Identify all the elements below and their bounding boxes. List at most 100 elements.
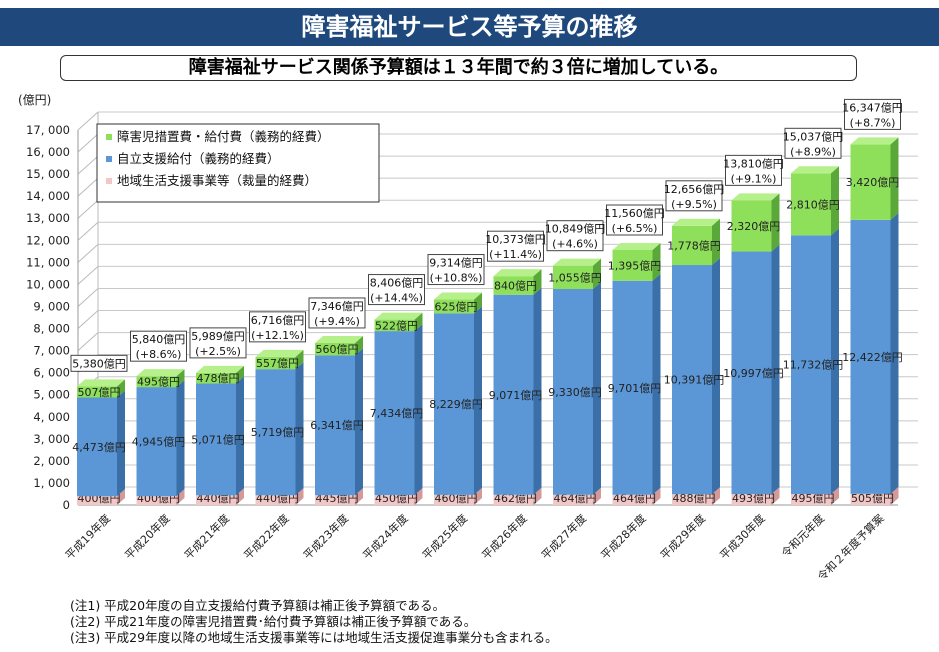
bar-side (236, 365, 244, 384)
data-label: 557億円 (256, 357, 299, 370)
data-label: 7,434億円 (370, 407, 424, 420)
gridline-side (77, 310, 99, 329)
bar-side (831, 166, 839, 236)
data-label: 12,422億円 (842, 351, 903, 364)
footnote: (注1) 平成20年度の自立支援給付費予算額は補正後予算額である。 (70, 598, 445, 613)
y-tick-label: 9, 000 (33, 299, 70, 313)
bar-side (533, 287, 542, 495)
y-tick-label: 3, 000 (33, 432, 70, 446)
gridline-side (77, 332, 99, 351)
y-tick-label: 7, 000 (33, 344, 70, 358)
y-tick-label: 14, 000 (26, 189, 70, 203)
total-label: 13,810億円 (723, 157, 784, 170)
legend-label: 自立支援給付（義務的経費） (117, 151, 280, 166)
footnote: (注2) 平成21年度の障害児措置費･給付費予算額は補正後予算額である。 (70, 614, 477, 629)
growth-label: (+9.1%) (731, 172, 777, 185)
bar-segment (374, 319, 415, 332)
data-label: 495億円 (137, 376, 180, 389)
gridline-side (77, 155, 99, 175)
bar-segment (553, 288, 593, 495)
bar-side (176, 489, 185, 505)
data-label: 464億円 (554, 492, 597, 505)
gridline-side (77, 288, 99, 307)
bar-segment (315, 495, 355, 505)
data-label: 478億円 (197, 372, 240, 385)
x-tick-label: 令和元年度 (778, 511, 827, 560)
total-box (70, 354, 128, 372)
bar-segment (136, 376, 177, 388)
total-label: 12,656億円 (664, 183, 725, 196)
bar-segment (77, 397, 117, 497)
bar-side (295, 362, 304, 496)
legend-swatch (106, 178, 112, 184)
x-tick-label: 平成29年度 (657, 511, 708, 562)
bar-segment (672, 265, 712, 495)
bar-segment (196, 495, 236, 505)
total-box (784, 127, 842, 159)
total-box (368, 274, 425, 306)
gridline-side (77, 243, 99, 263)
bar-segment (374, 495, 415, 505)
bar-side (474, 306, 482, 495)
x-tick-label: 平成19年度 (62, 511, 113, 562)
total-box (606, 204, 663, 236)
gridline-side (77, 111, 99, 131)
data-label: 464億円 (613, 492, 656, 505)
x-tick-label: 平成26年度 (479, 511, 530, 562)
growth-label: (+9.5%) (671, 198, 717, 211)
total-box (546, 220, 604, 252)
bar-side (295, 488, 304, 505)
data-label: 495億円 (792, 492, 835, 505)
growth-label: (+4.6%) (552, 238, 598, 251)
bar-segment (553, 265, 593, 289)
bar-segment (196, 383, 236, 496)
bar-segment (493, 294, 534, 495)
data-label: 522億円 (375, 319, 418, 332)
x-tick-label: 平成20年度 (122, 511, 173, 562)
total-label: 16,347億円 (842, 101, 903, 114)
bar-side (474, 487, 482, 505)
total-box (130, 330, 187, 362)
x-tick-label: 平成30年度 (717, 511, 768, 562)
y-tick-label: 1, 000 (33, 476, 70, 490)
legend-box (96, 123, 380, 203)
bar-top (672, 218, 720, 226)
bar-side (533, 269, 542, 295)
legend-label: 地域生活支援事業等（裁量的経費） (117, 173, 317, 188)
total-label: 8,406億円 (370, 277, 424, 290)
data-label: 445億円 (316, 492, 359, 505)
bar-side (890, 486, 899, 505)
y-tick-label: 11, 000 (26, 255, 70, 269)
data-label: 2,320億円 (727, 220, 781, 233)
y-tick-label: 16, 000 (26, 145, 70, 159)
y-tick-label: 2, 000 (33, 454, 70, 468)
bar-segment (434, 313, 474, 495)
total-label: 10,373億円 (485, 233, 546, 246)
data-label: 4,945億円 (132, 436, 186, 449)
bar-top (612, 243, 661, 250)
data-label: 2,810億円 (786, 198, 840, 211)
data-label: 10,997億円 (723, 367, 784, 380)
bar-segment (553, 494, 593, 505)
gridline-side (77, 221, 99, 241)
data-label: 460億円 (435, 492, 478, 505)
data-label: 6,341億円 (310, 419, 364, 432)
total-label: 5,380億円 (72, 357, 126, 370)
data-label: 10,391億円 (664, 374, 725, 387)
bar-segment (255, 369, 296, 496)
bar-side (712, 218, 720, 266)
total-box (725, 154, 782, 186)
data-label: 840億円 (494, 279, 537, 292)
bar-segment (850, 493, 891, 505)
total-label: 5,840億円 (132, 333, 186, 346)
bar-segment (255, 356, 296, 370)
data-label: 8,229億円 (429, 398, 483, 411)
bar-segment (434, 299, 474, 314)
total-label: 10,849億円 (545, 223, 606, 236)
gridline-side (77, 199, 99, 219)
total-box (308, 297, 366, 329)
bar-segment (612, 280, 653, 495)
data-label: 11,732億円 (783, 359, 844, 372)
bar-segment (850, 144, 891, 220)
data-label: 3,420億円 (846, 176, 900, 189)
